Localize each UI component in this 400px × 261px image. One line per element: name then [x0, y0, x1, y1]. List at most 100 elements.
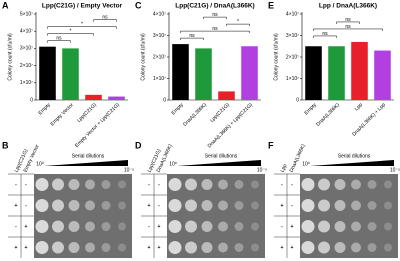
colony-spot: [101, 201, 111, 210]
significance-label: ns: [322, 31, 328, 37]
sign: +: [291, 245, 294, 251]
chart-title: Lpp(C21G) / Empty Vector: [42, 3, 123, 10]
colony-spot: [301, 178, 315, 191]
colony-spot: [68, 221, 80, 232]
y-axis-label: Colony count (cfu/ml): [7, 33, 13, 81]
strain-label: Lpp: [280, 163, 289, 173]
y-tick-label: 2×10⁷: [153, 54, 166, 60]
bar: [195, 48, 212, 100]
panel-letter: F: [268, 140, 274, 150]
colony-spot: [351, 200, 361, 211]
colony-spot: [351, 242, 361, 253]
colony-spot: [218, 200, 228, 211]
colony-spot: [318, 241, 330, 254]
gradient-label: Serial dilutions: [338, 153, 371, 159]
significance-label: ns: [212, 12, 218, 18]
sign: -: [25, 182, 27, 188]
sign: +: [15, 245, 18, 251]
colony-spot: [118, 201, 126, 210]
dilution-wedge: [177, 160, 261, 166]
colony-spot: [318, 178, 330, 191]
y-axis-label: Colony count (cfu/ml): [273, 33, 279, 81]
colony-spot: [234, 201, 244, 210]
colony-spot: [201, 179, 213, 190]
dilution-wedge: [44, 160, 128, 166]
bar: [305, 46, 322, 100]
sign: +: [281, 245, 284, 251]
sign: +: [25, 245, 28, 251]
colony-spot: [334, 179, 346, 190]
colony-spot: [351, 221, 361, 232]
colony-spot: [35, 178, 49, 191]
colony-spot: [52, 178, 64, 191]
colony-spot: [301, 199, 315, 212]
y-tick-label: 0: [296, 97, 299, 103]
y-tick-label: 4×10⁷: [153, 11, 166, 17]
bar: [241, 46, 258, 100]
chart-title: Lpp / DnaA(L366K): [319, 3, 377, 10]
gradient-label: Serial dilutions: [72, 153, 105, 159]
sign: +: [158, 245, 161, 251]
colony-spot: [384, 201, 392, 210]
strain-label: DnaA(L366K): [289, 143, 307, 173]
colony-spot: [185, 241, 197, 254]
colony-spot: [52, 199, 64, 212]
colony-spot: [367, 222, 377, 231]
x-tick-label: DnaA(L366K) + Lpp(C21G): [207, 102, 254, 149]
y-axis-label: Colony count (cfu/ml): [140, 33, 146, 81]
sign: +: [281, 203, 284, 209]
colony-spot: [35, 199, 49, 212]
panel-letter: E: [268, 0, 274, 10]
colony-spot: [318, 220, 330, 233]
panel-letter: B: [2, 140, 9, 150]
bar: [39, 46, 56, 100]
colony-spot: [168, 241, 182, 254]
x-tick-label: DnaA(L366K): [315, 102, 341, 128]
colony-spot: [85, 179, 95, 190]
colony-spot: [101, 243, 111, 252]
colony-spot: [251, 222, 259, 231]
dilution-start: 10⁰: [302, 161, 310, 167]
colony-spot: [185, 199, 197, 212]
colony-spot: [367, 201, 377, 210]
y-tick-label: 1×10⁷: [20, 80, 33, 86]
colony-spot: [251, 180, 259, 189]
sign: -: [291, 203, 293, 209]
plate: [167, 174, 265, 258]
y-tick-label: 5×10⁷: [20, 11, 33, 17]
colony-spot: [101, 222, 111, 231]
panel-letter: A: [2, 0, 9, 10]
colony-spot: [85, 221, 95, 232]
bar: [172, 44, 189, 100]
sign: +: [25, 224, 28, 230]
colony-spot: [101, 180, 111, 189]
panel-letter: C: [135, 0, 142, 10]
bar: [351, 41, 368, 100]
dilution-end: 10⁻⁵: [390, 167, 400, 173]
colony-spot: [384, 222, 392, 231]
y-tick-label: 3×10⁷: [153, 33, 166, 39]
significance-label: *: [70, 29, 72, 35]
colony-spot: [301, 241, 315, 254]
colony-spot: [168, 199, 182, 212]
colony-spot: [52, 241, 64, 254]
colony-spot: [334, 200, 346, 211]
bar: [374, 50, 391, 100]
colony-spot: [251, 201, 259, 210]
x-tick-label: Lpp(C21G): [209, 102, 231, 124]
colony-spot: [68, 200, 80, 211]
colony-spot: [68, 179, 80, 190]
sign: +: [158, 224, 161, 230]
colony-spot: [201, 221, 213, 232]
y-tick-label: 4×10⁷: [286, 11, 299, 17]
significance-label: ns: [212, 26, 218, 32]
colony-spot: [334, 221, 346, 232]
significance-label: ns: [56, 36, 62, 42]
sign: -: [25, 203, 27, 209]
x-tick-label: Empty: [304, 102, 319, 117]
colony-spot: [185, 178, 197, 191]
colony-spot: [201, 242, 213, 253]
bar: [62, 48, 79, 100]
x-tick-label: DnaA(L366K): [182, 102, 208, 128]
